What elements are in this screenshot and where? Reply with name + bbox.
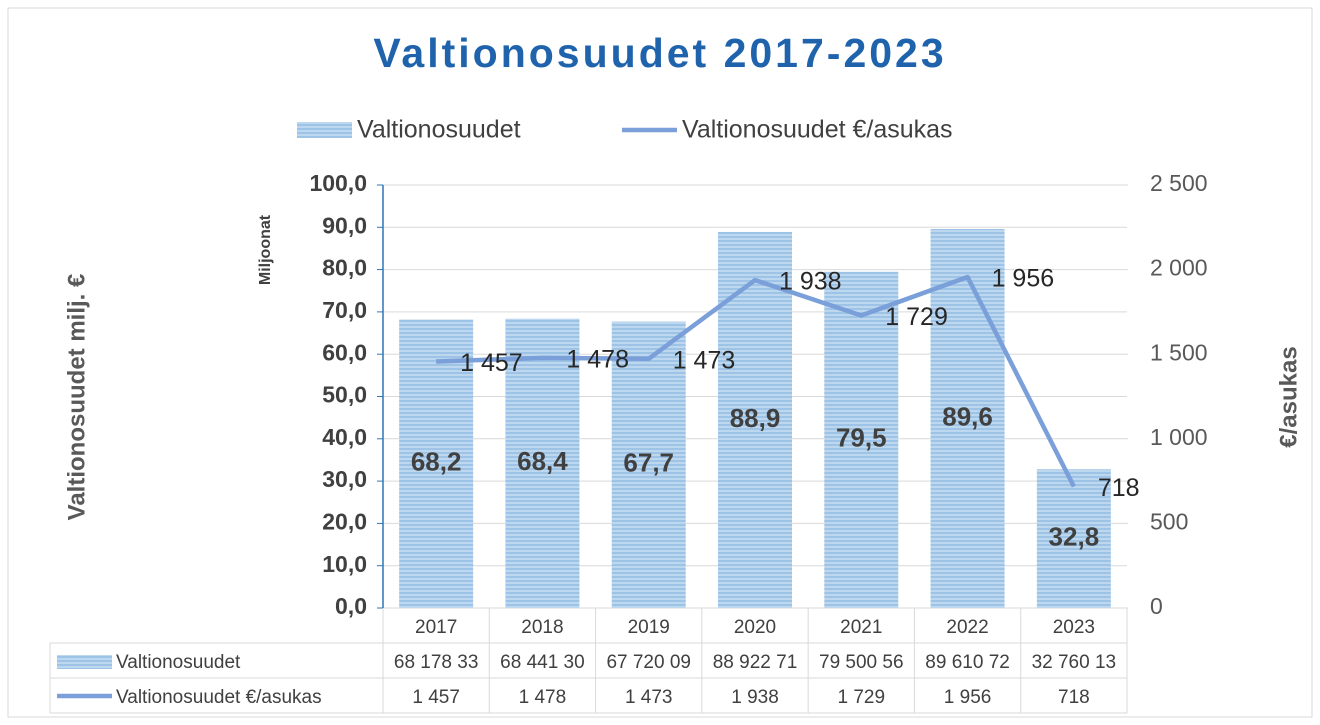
table-cell: 68 178 33 <box>394 652 479 673</box>
bar-value-label: 88,9 <box>730 403 781 433</box>
y-unit-label: Miljoonat <box>257 214 274 285</box>
bar <box>824 271 899 608</box>
line-value-label: 1 729 <box>885 303 948 331</box>
legend-label: Valtionosuudet €/asukas <box>682 116 953 144</box>
line-value-label: 1 956 <box>992 265 1055 293</box>
y-tick-label: 30,0 <box>322 466 367 492</box>
bar-value-label: 32,8 <box>1049 522 1100 552</box>
y-tick-label: 0,0 <box>335 593 367 619</box>
y2-tick-label: 2 500 <box>1150 170 1208 196</box>
x-tick-label: 2018 <box>521 617 563 638</box>
table-cell: 32 760 13 <box>1032 652 1117 673</box>
legend-swatch <box>297 122 352 138</box>
table-cell: 88 922 71 <box>713 652 798 673</box>
table-cell: 1 473 <box>625 687 673 708</box>
y2-tick-label: 1 000 <box>1150 424 1208 450</box>
x-tick-label: 2020 <box>734 617 776 638</box>
x-tick-label: 2023 <box>1053 617 1095 638</box>
y-tick-label: 10,0 <box>322 551 367 577</box>
table-cell: 68 441 30 <box>500 652 585 673</box>
y2-tick-label: 1 500 <box>1150 339 1208 365</box>
y-tick-label: 80,0 <box>322 255 367 281</box>
line-value-label: 1 457 <box>460 349 523 377</box>
table-cell: 1 478 <box>519 687 567 708</box>
table-cell: 89 610 72 <box>925 652 1010 673</box>
bar-value-label: 89,6 <box>942 401 993 431</box>
y-axis-label: Valtionosuudet milj. € <box>63 274 90 521</box>
y-tick-label: 90,0 <box>322 212 367 238</box>
table-cell: 1 729 <box>838 687 886 708</box>
table-cell: 67 720 09 <box>606 652 691 673</box>
table-cell: 1 938 <box>731 687 779 708</box>
line <box>436 274 1076 488</box>
y-tick-label: 20,0 <box>322 508 367 534</box>
y-tick-label: 60,0 <box>322 339 367 365</box>
legend-label: Valtionosuudet <box>357 116 521 144</box>
x-tick-label: 2019 <box>628 617 670 638</box>
bar <box>930 228 1005 608</box>
y-tick-label: 70,0 <box>322 297 367 323</box>
table-cell: 718 <box>1058 687 1090 708</box>
table-row-label: Valtionosuudet <box>116 652 241 673</box>
bar <box>399 319 474 608</box>
y2-tick-label: 500 <box>1150 508 1188 534</box>
y-tick-label: 50,0 <box>322 382 367 408</box>
bar <box>718 231 792 608</box>
bar-value-label: 68,4 <box>517 446 568 476</box>
bar <box>611 321 686 608</box>
line-value-label: 1 473 <box>673 346 736 374</box>
y-tick-label: 100,0 <box>309 170 367 196</box>
bar-value-label: 67,7 <box>623 448 674 478</box>
bar-value-label: 79,5 <box>836 423 887 453</box>
bar-value-label: 68,2 <box>411 447 462 477</box>
x-tick-label: 2021 <box>840 617 882 638</box>
bar <box>1036 469 1111 608</box>
y2-axis-label: €/asukas <box>1275 346 1302 447</box>
bar <box>505 318 580 608</box>
y-tick-label: 40,0 <box>322 424 367 450</box>
table-row-label: Valtionosuudet €/asukas <box>116 687 322 708</box>
line-value-label: 718 <box>1098 474 1140 502</box>
y2-tick-label: 2 000 <box>1150 255 1208 281</box>
table-legend-swatch <box>57 655 112 669</box>
table-cell: 1 457 <box>412 687 460 708</box>
x-tick-label: 2017 <box>415 617 457 638</box>
chart-title: Valtionosuudet 2017-2023 <box>373 30 946 76</box>
line-value-label: 1 478 <box>566 346 629 374</box>
table-cell: 79 500 56 <box>819 652 904 673</box>
y2-tick-label: 0 <box>1150 593 1163 619</box>
line-value-label: 1 938 <box>779 268 842 296</box>
x-tick-label: 2022 <box>946 617 988 638</box>
table-cell: 1 956 <box>944 687 992 708</box>
